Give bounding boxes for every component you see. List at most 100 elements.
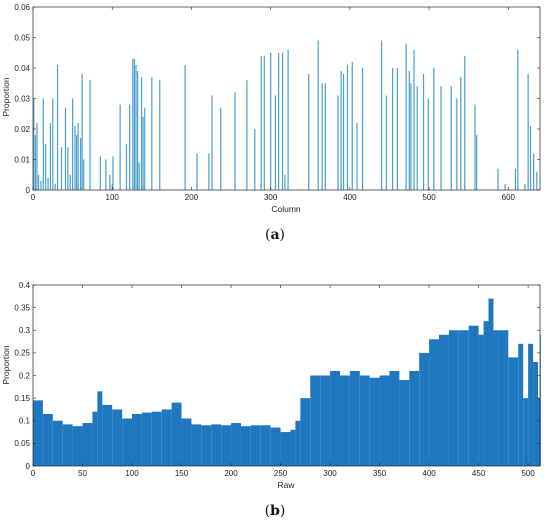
chart-a-bar (324, 83, 326, 190)
chart-b-x-tick-label: 200 (224, 469, 238, 478)
chart-b-bar (540, 334, 541, 466)
chart-a-bar (277, 52, 280, 190)
chart-b-bar (280, 432, 291, 466)
chart-a-bar (460, 77, 462, 190)
chart-a-bar (274, 95, 277, 190)
chart-a-bar (184, 64, 186, 190)
chart-b-bar (122, 418, 133, 466)
chart-b-x-tick-label: 350 (373, 469, 387, 478)
chart-b-bar (448, 330, 459, 466)
chart-b-bar (62, 424, 73, 466)
chart-a-bar (119, 104, 121, 190)
chart-b-x-tick-label: 0 (31, 469, 36, 478)
chart-a-y-tick-label: 0.03 (14, 94, 30, 103)
chart-b-bar (141, 412, 152, 466)
chart-a-bar (40, 180, 42, 190)
chart-b-bar (533, 361, 539, 466)
chart-b-y-tick-label: 0.4 (19, 281, 31, 290)
chart-a-x-tick-label: 500 (422, 193, 436, 202)
chart-b-bar (240, 426, 251, 466)
chart-b-plot-area: 0 0.05 0.1 0.15 0.2 0.25 0.3 0.35 0.4 0 50 100 150 20… (14, 281, 541, 478)
chart-b-bar (211, 424, 222, 466)
chart-a-bar (135, 64, 137, 190)
chart-a-bar (427, 98, 429, 190)
chart-a-bar (83, 159, 85, 190)
chart-b-bar (493, 330, 499, 466)
chart-a-bar (410, 83, 412, 190)
chart-a-bar (74, 125, 76, 190)
chart-a-bar (342, 74, 345, 190)
chart-a-bar (337, 95, 339, 190)
chart-a-bar (105, 159, 107, 190)
chart-b-bar (97, 391, 103, 466)
chart-a-x-tick-label: 600 (502, 193, 516, 202)
chart-b-y-tick-label: 0.35 (14, 303, 30, 312)
chart-a-bar (361, 68, 364, 190)
chart-b-bar (52, 420, 63, 466)
chart-a-bar (89, 80, 91, 190)
chart-a-bar (133, 58, 135, 190)
chart-a-y-tick-label: 0.06 (14, 3, 30, 12)
chart-b-x-tick-label: 400 (422, 469, 436, 478)
chart-b-bar (478, 334, 484, 466)
chart-a-bar (281, 52, 284, 190)
chart-a-bar (464, 55, 466, 190)
chart-a-bar (196, 153, 198, 190)
chart-a-bar (533, 153, 535, 190)
chart-b-bars (33, 298, 541, 467)
chart-a-bar (37, 174, 40, 190)
chart-b-bar (72, 426, 83, 466)
chart-a-bar (263, 55, 265, 190)
chart-a-bar (234, 92, 236, 190)
chart-b-bar (379, 375, 390, 466)
chart-a-x-axis-label: Column (271, 204, 301, 214)
chart-a-bar (45, 144, 47, 190)
chart-a-bar (254, 129, 256, 190)
chart-a-bar (75, 135, 78, 190)
chart-a-bar (64, 107, 67, 190)
chart-a-bar (208, 153, 210, 190)
chart-a-bar (99, 156, 101, 190)
chart-a-bar (413, 49, 415, 191)
chart-b-bar (409, 370, 420, 466)
chart-b-bar (112, 409, 123, 466)
chart-b-x-tick-label: 50 (78, 469, 87, 478)
chart-a-bar (346, 64, 349, 190)
chart-a-bar (67, 147, 69, 190)
chart-b-x-tick-label: 250 (274, 469, 288, 478)
chart-a-x-tick-label: 300 (264, 193, 278, 202)
chart-a-bar (527, 74, 529, 190)
chart-b-y-tick-label: 0.25 (14, 349, 30, 358)
chart-a-bar (42, 98, 44, 190)
chart-a-bar (56, 64, 59, 190)
chart-b-bar (538, 398, 540, 467)
chart-b-bar (339, 375, 350, 466)
chart-b-bar (270, 427, 281, 466)
chart-a-bar (138, 162, 140, 190)
chart-a-bar (132, 58, 134, 190)
chart-b-bar (181, 418, 192, 466)
chart-b-bar (82, 423, 93, 466)
chart-a-bar (408, 71, 410, 190)
chart-a-bar (351, 61, 353, 191)
chart-a-bar (34, 135, 36, 190)
chart-a-bar (109, 174, 111, 190)
chart-b-x-tick-label: 500 (521, 469, 535, 478)
chart-b-bar (518, 343, 524, 466)
chart-a-y-tick-label: 0.02 (14, 125, 30, 134)
chart-a-bar (129, 104, 131, 190)
chart-b-bar (508, 357, 519, 466)
chart-b-bar (528, 343, 534, 466)
chart-a-bar (112, 156, 114, 190)
chart-b-bar (161, 409, 172, 466)
chart-b-bar (439, 334, 449, 466)
chart-a-bar (392, 68, 394, 190)
chart-a-bar (79, 138, 82, 190)
chart-b-bar (92, 411, 98, 466)
chart-b-bar (33, 400, 43, 466)
chart-a-y-tick-label: 0.05 (14, 33, 30, 42)
chart-a-y-tick-label: 0.01 (14, 155, 30, 164)
chart-b-x-tick-label: 450 (472, 469, 486, 478)
chart-b-bar (359, 375, 370, 466)
chart-a-bar (517, 49, 519, 191)
